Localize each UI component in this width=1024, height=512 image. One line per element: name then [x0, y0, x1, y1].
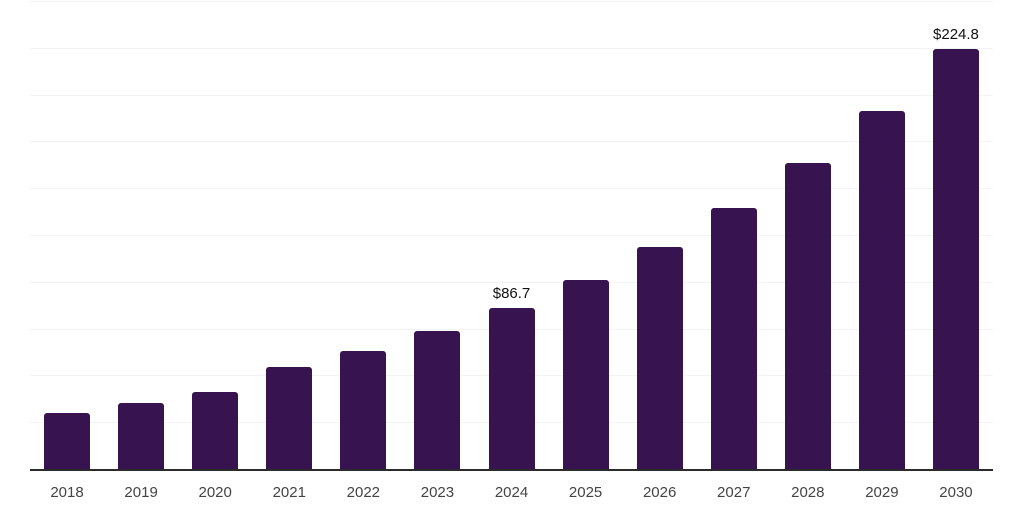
bar [636, 247, 683, 470]
x-axis-line [30, 469, 993, 471]
bar-slot [845, 2, 919, 470]
x-tick-label: 2021 [272, 484, 306, 501]
x-tick-label: 2018 [50, 484, 84, 501]
bar-value-label: $86.7 [492, 285, 531, 302]
x-tick-label: 2024 [494, 484, 529, 501]
gridline [30, 281, 993, 283]
bar [118, 403, 165, 470]
gridline [30, 94, 993, 96]
bar [414, 331, 461, 470]
bar [710, 208, 757, 470]
plot-area: $86.7 $224.8 [30, 1, 993, 471]
gridline [30, 141, 993, 143]
bar [488, 308, 535, 470]
gridline [30, 235, 993, 236]
x-tick-label: 2027 [717, 484, 751, 501]
bar-slot: $86.7 [474, 2, 548, 470]
bar-slot [623, 2, 697, 470]
x-tick-label: 2029 [865, 484, 899, 501]
bar-slot [771, 2, 845, 470]
bar-slot [549, 2, 623, 470]
x-tick-label: 2023 [420, 484, 455, 501]
x-tick-label: 2019 [124, 484, 158, 501]
x-axis: 2018 2019 2020 2021 2022 2023 2024 2025 2026 2027… [30, 484, 993, 502]
bar-slot [326, 2, 400, 470]
bar-slot [104, 2, 178, 470]
bar-slot [400, 2, 474, 470]
bars-layer: $86.7 $224.8 [30, 2, 993, 470]
bar-slot [697, 2, 771, 470]
x-tick-label: 2030 [939, 484, 973, 501]
bar [44, 413, 91, 470]
x-tick-label: 2026 [642, 484, 677, 501]
bar-slot [30, 2, 104, 470]
bar [932, 49, 979, 470]
bar [340, 351, 387, 470]
gridline [30, 1, 993, 2]
bar [562, 280, 609, 470]
gridline [30, 47, 993, 49]
bar-slot [178, 2, 252, 470]
gridline [30, 188, 993, 190]
bar-slot: $224.8 [919, 2, 993, 470]
bar-slot [252, 2, 326, 470]
bar [858, 111, 905, 470]
bar [784, 163, 831, 470]
bar [266, 367, 313, 470]
x-tick-label: 2022 [346, 484, 381, 501]
x-tick-label: 2020 [198, 484, 232, 501]
x-tick-label: 2025 [568, 484, 603, 501]
x-tick-label: 2028 [791, 484, 825, 501]
bar [192, 392, 239, 470]
bar-value-label: $224.8 [933, 26, 979, 43]
